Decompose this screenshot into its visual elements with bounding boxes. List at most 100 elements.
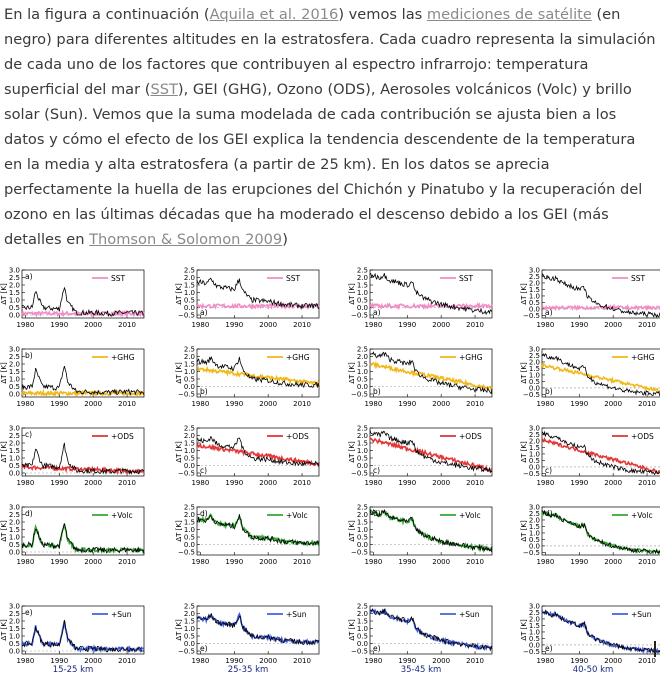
model-series-line	[370, 439, 492, 472]
x-tick-label: 1980	[536, 321, 554, 329]
x-tick-label: 1980	[16, 400, 34, 408]
y-tick-label: −0.5	[523, 312, 540, 320]
x-tick-label: 1990	[570, 558, 588, 566]
x-tick-label: 1980	[364, 558, 382, 566]
x-tick-label: 2000	[604, 321, 622, 329]
x-tick-label: 1990	[50, 558, 68, 566]
legend-label: +ODS	[631, 432, 654, 441]
y-tick-label: −0.5	[178, 312, 195, 320]
x-tick-label: 1980	[536, 558, 554, 566]
panel-letter: e)	[373, 644, 381, 653]
legend-label: SST	[459, 274, 474, 283]
x-tick-label: 1980	[536, 657, 554, 665]
legend-label: +Volc	[111, 511, 133, 520]
x-tick-label: 1980	[536, 400, 554, 408]
y-tick-label: −0.5	[178, 648, 195, 656]
y-axis-label: ΔT [K]	[348, 283, 356, 305]
y-tick-label: −0.5	[351, 391, 368, 399]
text-part-4: ), GEI (GHG), Ozono (ODS), Aerosoles vol…	[4, 81, 642, 248]
x-tick-label: 1980	[364, 657, 382, 665]
y-axis-label: ΔT [K]	[175, 520, 183, 542]
x-tick-label: 2000	[604, 657, 622, 665]
x-tick-label: 1990	[225, 657, 243, 665]
y-tick-label: −0.5	[523, 648, 540, 656]
legend-label: +GHG	[631, 353, 655, 362]
x-tick-label: 2010	[466, 558, 484, 566]
panel-frame	[370, 270, 492, 318]
panel-letter: e)	[545, 644, 553, 653]
x-tick-label: 1980	[16, 479, 34, 487]
x-tick-label: 1990	[398, 321, 416, 329]
panel-letter: e)	[200, 644, 208, 653]
x-tick-label: 2010	[293, 657, 311, 665]
x-tick-label: 1990	[398, 657, 416, 665]
y-tick-label: −0.5	[351, 470, 368, 478]
y-tick-label: −0.5	[523, 391, 540, 399]
y-tick-label: −0.5	[523, 470, 540, 478]
link-aquila-2016[interactable]: Aquila et al. 2016	[210, 6, 339, 23]
y-axis-label: ΔT [K]	[520, 619, 528, 641]
x-tick-label: 2000	[84, 657, 102, 665]
legend-label: +Sun	[111, 610, 132, 619]
x-tick-label: 2000	[259, 558, 277, 566]
panel-letter: c)	[200, 466, 207, 475]
column-label: 15-25 km	[53, 665, 94, 675]
panel-letter: d)	[545, 509, 553, 518]
x-tick-label: 1990	[50, 321, 68, 329]
panel-letter: b)	[373, 387, 381, 396]
y-tick-label: −0.5	[178, 470, 195, 478]
x-tick-label: 2000	[84, 479, 102, 487]
x-tick-label: 1990	[398, 400, 416, 408]
model-series-line	[197, 444, 319, 465]
temperature-attribution-figure: 3.0 2.5 2.0 1.5 1.0 0.5 0.0 ΔT [K] 1980 1990 2000 2…	[0, 262, 660, 694]
x-tick-label: 1990	[50, 479, 68, 487]
x-tick-label: 1990	[398, 558, 416, 566]
x-tick-label: 1980	[191, 657, 209, 665]
x-tick-label: 1980	[364, 400, 382, 408]
y-tick-label: −0.5	[351, 648, 368, 656]
x-tick-label: 2000	[604, 558, 622, 566]
x-tick-label: 1990	[50, 657, 68, 665]
legend-label: +GHG	[459, 353, 483, 362]
y-axis-label: ΔT [K]	[0, 619, 8, 641]
x-tick-label: 1990	[225, 479, 243, 487]
y-tick-label: −0.5	[178, 549, 195, 557]
x-tick-label: 1980	[536, 479, 554, 487]
x-tick-label: 2000	[84, 400, 102, 408]
legend-label: +GHG	[286, 353, 310, 362]
y-axis-label: ΔT [K]	[0, 441, 8, 463]
x-tick-label: 1980	[191, 400, 209, 408]
legend-label: +Volc	[631, 511, 653, 520]
x-tick-label: 2010	[638, 321, 656, 329]
model-series-line	[542, 439, 660, 475]
link-mediciones-satelite[interactable]: mediciones de satélite	[427, 6, 592, 23]
legend-label: +Sun	[286, 610, 307, 619]
legend-label: SST	[286, 274, 301, 283]
chart-grid-svg: 3.02.52.01.51.00.50.0ΔT [K]1980 1990 2000 2…	[0, 262, 660, 694]
panel-letter: b)	[200, 387, 208, 396]
x-tick-label: 1980	[364, 321, 382, 329]
y-tick-label: 0.0	[9, 648, 20, 656]
y-axis-label: ΔT [K]	[348, 619, 356, 641]
y-tick-label: −0.5	[523, 549, 540, 557]
legend-label: +Sun	[459, 610, 480, 619]
link-thomson-solomon-2009[interactable]: Thomson & Solomon 2009	[89, 231, 282, 248]
panel-letter: c)	[25, 430, 32, 439]
x-tick-label: 2010	[638, 400, 656, 408]
link-sst[interactable]: SST	[150, 81, 177, 98]
x-tick-label: 2010	[118, 479, 136, 487]
legend-label: +ODS	[286, 432, 309, 441]
column-label: 40-50 km	[573, 665, 614, 675]
observed-series-line	[197, 278, 319, 308]
x-tick-label: 1990	[225, 321, 243, 329]
x-tick-label: 2000	[84, 321, 102, 329]
x-tick-label: 2000	[259, 657, 277, 665]
x-tick-label: 2010	[293, 400, 311, 408]
x-tick-label: 1980	[364, 479, 382, 487]
legend-label: +GHG	[111, 353, 135, 362]
legend-label: SST	[111, 274, 126, 283]
x-tick-label: 2000	[432, 657, 450, 665]
legend-label: +Volc	[459, 511, 481, 520]
panel-letter: a)	[200, 308, 208, 317]
x-tick-label: 1990	[50, 400, 68, 408]
